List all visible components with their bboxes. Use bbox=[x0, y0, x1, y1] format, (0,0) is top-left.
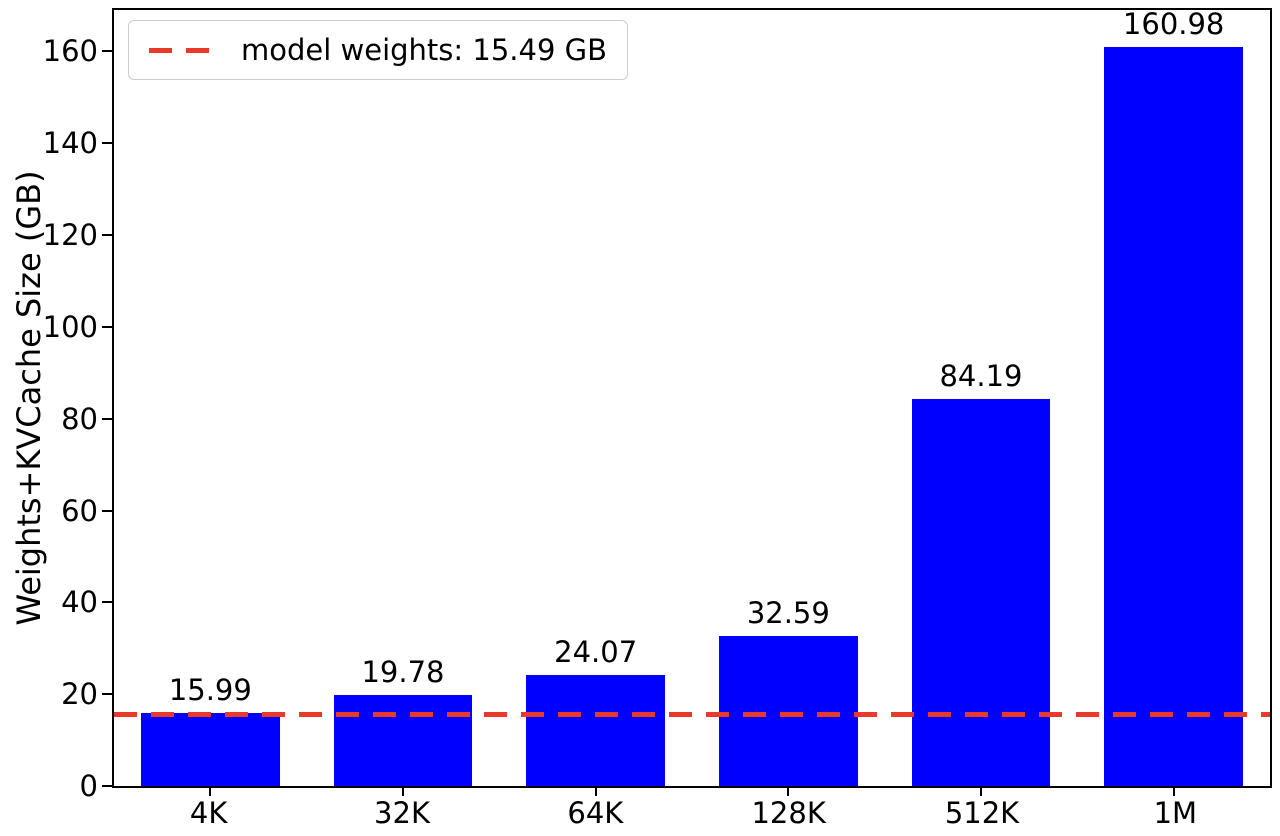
x-tick-label: 1M bbox=[1153, 796, 1198, 830]
x-tick-mark bbox=[980, 788, 982, 796]
x-tick-mark bbox=[209, 788, 212, 796]
y-tick-label: 0 bbox=[79, 769, 98, 803]
x-tick-label: 32K bbox=[374, 796, 430, 830]
y-tick-mark bbox=[102, 50, 112, 53]
bar bbox=[333, 695, 473, 786]
reference-line bbox=[114, 711, 1270, 717]
bar-value-label: 24.07 bbox=[554, 635, 638, 670]
x-tick-mark bbox=[594, 788, 597, 796]
y-tick-mark bbox=[102, 142, 112, 145]
y-tick-label: 100 bbox=[42, 309, 98, 344]
y-tick-mark bbox=[102, 785, 112, 787]
legend-label: model weights: 15.49 GB bbox=[241, 33, 607, 67]
x-tick-label: 4K bbox=[189, 796, 228, 830]
bar bbox=[911, 399, 1051, 786]
x-tick-label: 64K bbox=[567, 796, 624, 830]
bar-value-label: 19.78 bbox=[361, 655, 445, 690]
x-axis-labels: 4K 32K 64K 128K 512K 1M bbox=[112, 792, 1272, 834]
bar bbox=[718, 636, 858, 786]
bar bbox=[1104, 46, 1244, 786]
bar-value-label: 160.98 bbox=[1122, 6, 1225, 41]
x-tick-label: 512K bbox=[944, 796, 1020, 830]
y-tick-label: 160 bbox=[42, 34, 98, 69]
bar bbox=[140, 712, 280, 786]
legend: model weights: 15.49 GB bbox=[128, 20, 628, 80]
y-tick-label: 60 bbox=[61, 493, 98, 528]
x-tick-label: 128K bbox=[751, 796, 826, 830]
bar-value-label: 15.99 bbox=[168, 672, 252, 707]
x-tick-mark bbox=[787, 788, 790, 796]
dashed-line-sample bbox=[149, 47, 221, 53]
bar bbox=[526, 675, 666, 786]
y-tick-mark bbox=[102, 417, 112, 420]
plot-area: model weights: 15.49 GB 0 20 40 60 80 100 120 1… bbox=[43, 6, 1272, 803]
x-tick-mark bbox=[402, 788, 404, 796]
y-tick-label: 140 bbox=[42, 126, 98, 161]
x-tick-mark bbox=[1172, 788, 1175, 796]
bar-value-label: 84.19 bbox=[939, 359, 1023, 394]
y-tick-mark bbox=[102, 234, 112, 236]
y-tick-mark bbox=[102, 601, 112, 604]
y-tick-mark bbox=[102, 509, 112, 512]
y-tick-label: 20 bbox=[61, 677, 98, 712]
bar-value-label: 32.59 bbox=[746, 596, 830, 631]
y-tick-label: 120 bbox=[42, 218, 98, 252]
y-tick-label: 40 bbox=[61, 585, 98, 620]
y-tick-mark bbox=[102, 325, 112, 328]
y-tick-label: 80 bbox=[61, 401, 98, 436]
y-tick-mark bbox=[102, 693, 112, 696]
